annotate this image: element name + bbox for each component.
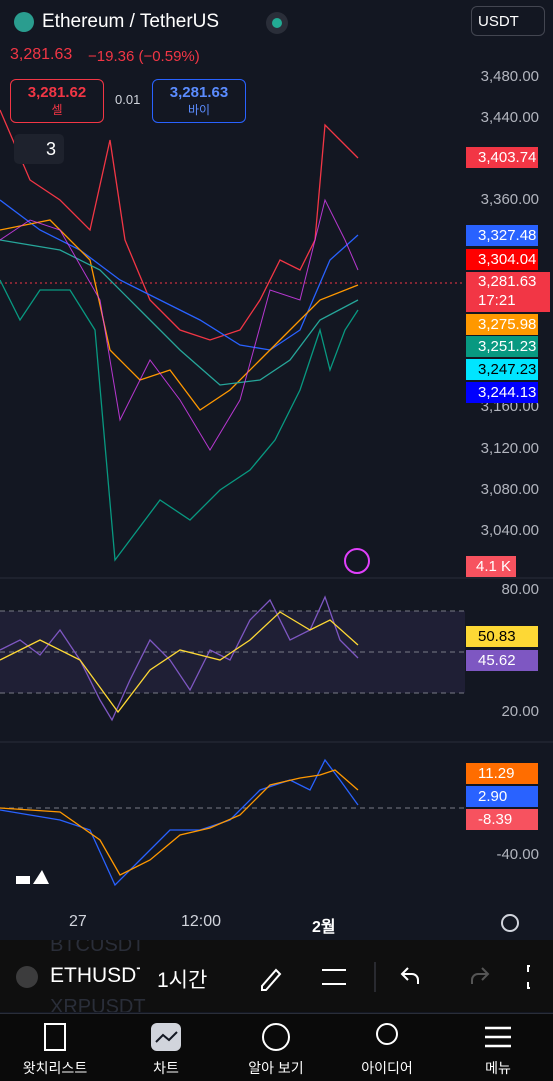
y-tick-label: 20.00: [501, 703, 539, 720]
y-tick-label: 3,120.00: [480, 440, 539, 457]
sell-price: 3,281.62: [27, 84, 87, 101]
spread: 0.01: [115, 92, 141, 107]
symbol-title[interactable]: Ethereum / TetherUS: [42, 11, 220, 32]
undo-icon[interactable]: [400, 967, 419, 984]
tv-logo: [16, 870, 49, 884]
quote-selector[interactable]: USDT: [471, 6, 545, 36]
price-label: 3,251.23: [466, 336, 538, 357]
symbol-clip: ETHUSDT: [0, 940, 140, 1012]
x-tick-label: 2월: [312, 919, 336, 936]
price-label: 3,327.48: [466, 225, 538, 246]
nav-label[interactable]: 아이디어: [361, 1060, 413, 1076]
chart-canvas: [0, 109, 553, 932]
nav-icons: [44, 1023, 511, 1051]
fullscreen-icon[interactable]: [527, 965, 530, 989]
toolbar-icons: [261, 962, 530, 992]
price-change: −19.36 (−0.59%): [88, 48, 200, 65]
rsi-label: 45.62: [466, 650, 538, 671]
nav-label[interactable]: 알아 보기: [248, 1060, 304, 1076]
bb-lower: [0, 279, 359, 562]
y-tick-label: 3,040.00: [480, 522, 539, 539]
ghost-symbol: BTCUSDT: [50, 940, 145, 956]
x-tick-label: 27: [69, 913, 87, 930]
status-dot: [266, 12, 288, 34]
indicator-toggle[interactable]: 3: [14, 134, 64, 164]
sell-label: 셀: [51, 103, 63, 117]
alert-icon[interactable]: [344, 548, 370, 574]
sell-button[interactable]: 3,281.62 셀: [10, 79, 104, 123]
toolbar: BTCUSDT XRPUSDT ETHUSDT 1시간: [0, 940, 553, 1012]
y-tick-label: -40.00: [496, 846, 539, 863]
buy-label: 바이: [187, 103, 211, 117]
bb-upper: [0, 109, 359, 341]
macd-label: -8.39: [466, 809, 538, 830]
y-tick-label: 3,480.00: [480, 68, 539, 85]
ideas-icon[interactable]: [376, 1023, 398, 1045]
toolbar-symbol[interactable]: ETHUSDT: [50, 964, 140, 987]
buy-button[interactable]: 3,281.63 바이: [152, 79, 246, 123]
price-trace: [0, 198, 359, 451]
interval[interactable]: 1시간: [157, 969, 208, 992]
buy-price: 3,281.63: [169, 84, 229, 101]
price-label: 3,281.63: [478, 273, 537, 290]
price-label: 3,275.98: [466, 314, 538, 335]
x-tick-label: 12:00: [181, 913, 222, 930]
ma-green: [0, 239, 359, 386]
redo-icon[interactable]: [471, 967, 490, 984]
price-label: 3,244.13: [466, 382, 538, 403]
price-label: 3,247.23: [466, 359, 538, 380]
menu-icon[interactable]: [485, 1026, 511, 1048]
price-label: 3,304.04: [466, 249, 538, 270]
nav-label[interactable]: 왓치리스트: [22, 1060, 88, 1076]
bottom-nav: 왓치리스트 차트 알아 보기 아이디어 메뉴: [0, 1013, 553, 1081]
last-price-label: 3,281.63 17:21: [466, 272, 550, 312]
macd-line: [0, 758, 359, 887]
coin-icon: [14, 12, 34, 32]
macd-label: 2.90: [466, 786, 538, 807]
eth-icon: [16, 966, 38, 988]
explore-icon[interactable]: [262, 1023, 290, 1051]
draw-icon[interactable]: [261, 968, 282, 991]
rsi-label: 50.83: [466, 626, 538, 647]
rsi-ma: [0, 611, 359, 714]
y-tick-label: 3,080.00: [480, 481, 539, 498]
ghost-symbol: XRPUSDT: [50, 996, 146, 1012]
nav-label[interactable]: 메뉴: [485, 1060, 511, 1076]
y-tick-label: 80.00: [501, 581, 539, 598]
nav-label[interactable]: 차트: [153, 1060, 179, 1076]
watchlist-icon[interactable]: [44, 1023, 66, 1051]
rsi-line: [0, 595, 359, 722]
y-tick-label: 3,440.00: [480, 109, 539, 126]
last-price: 3,281.63: [10, 46, 73, 63]
chart-icon-line: [155, 1031, 178, 1043]
settings-icon[interactable]: [501, 914, 519, 932]
countdown: 17:21: [478, 292, 516, 309]
macd-label: 11.29: [466, 763, 538, 784]
ma-blue: [0, 199, 359, 351]
ma-orange: [0, 219, 359, 411]
volume-label: 4.1 K: [466, 556, 516, 577]
settings-icon[interactable]: [322, 969, 346, 985]
y-tick-label: 3,360.00: [480, 191, 539, 208]
price-label: 3,403.74: [466, 147, 538, 168]
signal-line: [0, 769, 359, 876]
